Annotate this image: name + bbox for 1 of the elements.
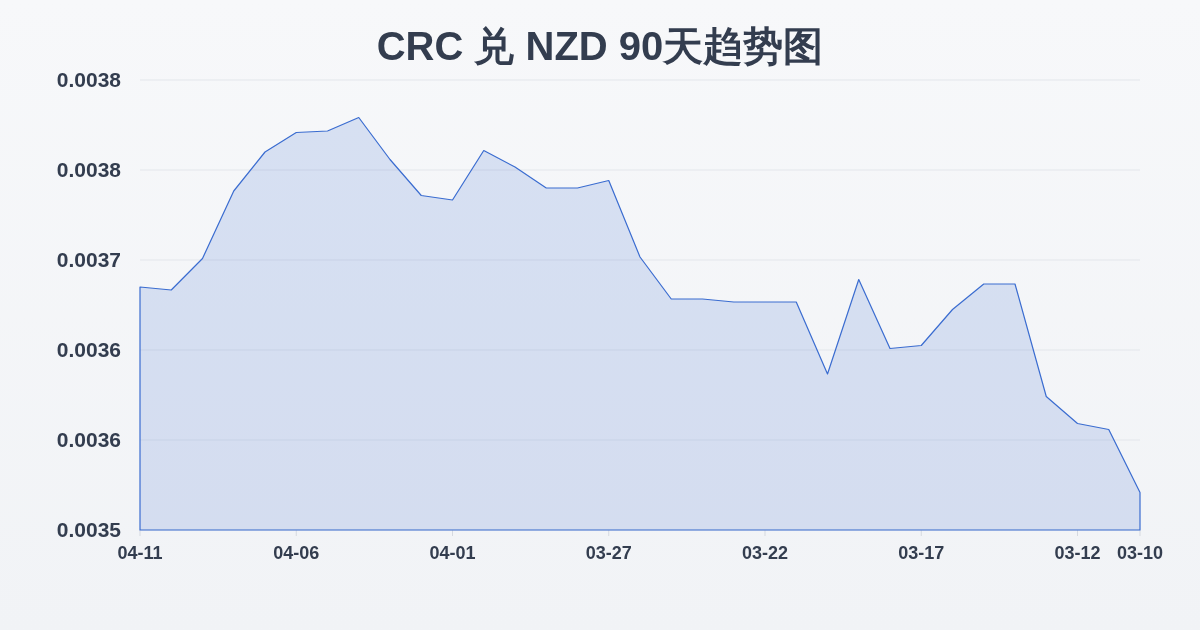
title: CRC 兑 NZD 90天趋势图 xyxy=(376,24,824,68)
